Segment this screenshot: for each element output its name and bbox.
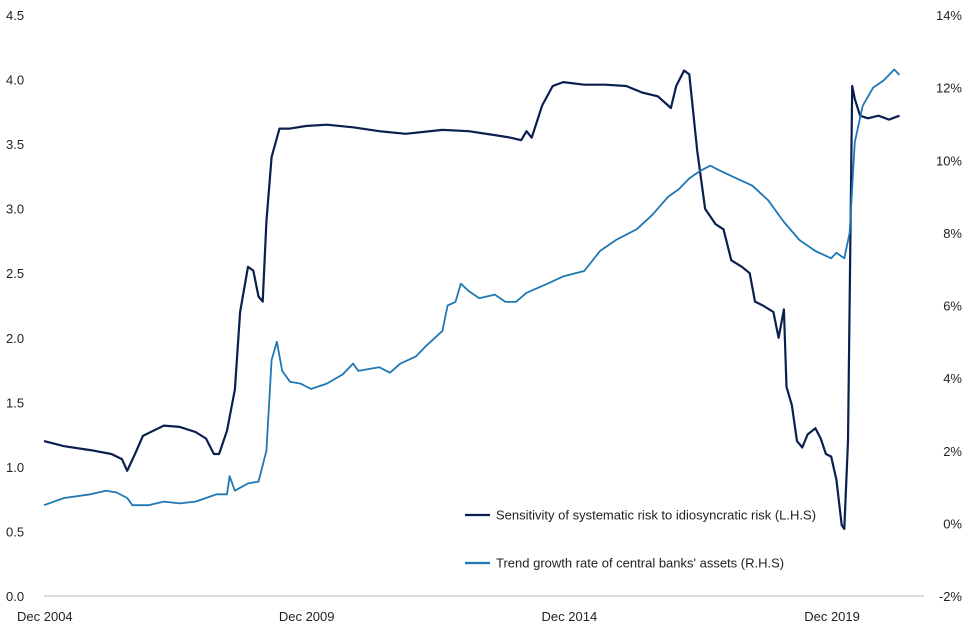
y-left-tick-label: 0.5 [6,524,24,539]
legend-label: Trend growth rate of central banks' asse… [496,556,784,571]
y-right-tick-label: 0% [943,516,962,531]
y-left-tick-label: 2.5 [6,266,24,281]
y-left-tick-label: 3.0 [6,202,24,217]
y-left-tick-label: 1.0 [6,460,24,475]
y-right-tick-label: 12% [936,81,962,96]
x-tick-label: Dec 2009 [279,609,335,624]
x-tick-label: Dec 2004 [17,609,73,624]
y-right-tick-label: -2% [939,589,963,604]
y-right-tick-label: 8% [943,226,962,241]
y-right-tick-label: 10% [936,153,962,168]
y-left-tick-label: 4.5 [6,8,24,23]
y-left-tick-label: 2.0 [6,331,24,346]
x-tick-label: Dec 2019 [804,609,860,624]
y-left-tick-label: 3.5 [6,137,24,152]
x-tick-label: Dec 2014 [542,609,598,624]
series-line-sensitivity [43,69,900,531]
y-right-tick-label: 2% [943,444,962,459]
series-line-central-bank-assets [43,68,901,507]
y-left-tick-label: 4.0 [6,73,24,88]
y-right-tick-label: 6% [943,299,962,314]
y-right-tick-label: 4% [943,371,962,386]
legend-label: Sensitivity of systematic risk to idiosy… [496,508,816,523]
y-left-tick-label: 0.0 [6,589,24,604]
y-left-tick-label: 1.5 [6,395,24,410]
y-right-tick-label: 14% [936,8,962,23]
